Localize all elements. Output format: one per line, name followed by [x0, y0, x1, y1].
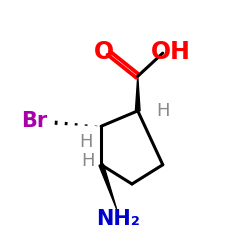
Text: OH: OH [150, 40, 190, 64]
Polygon shape [99, 164, 116, 209]
Polygon shape [136, 76, 140, 111]
Text: H: H [81, 152, 94, 170]
Text: H: H [156, 102, 170, 120]
Text: O: O [94, 40, 114, 64]
Text: H: H [79, 133, 92, 151]
Text: Br: Br [21, 112, 47, 132]
Text: NH₂: NH₂ [96, 209, 140, 229]
